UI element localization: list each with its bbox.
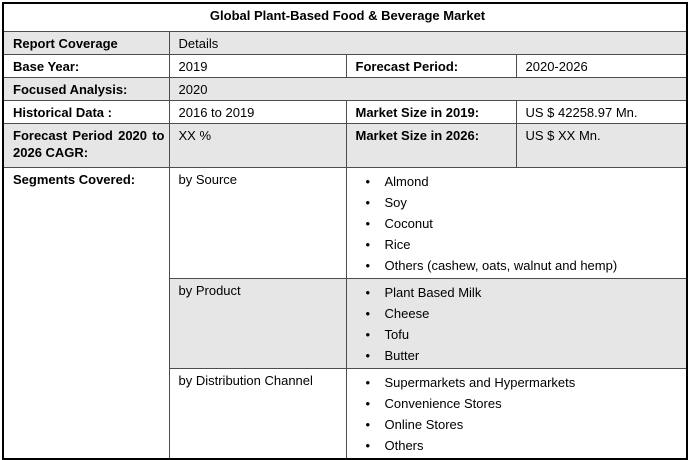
segment-items-by-product: • Plant Based Milk • Cheese • Tofu • Butter bbox=[345, 277, 688, 369]
list-item-label: Butter bbox=[384, 347, 420, 363]
value-forecast-cagr: XX % bbox=[168, 122, 347, 168]
list-item: • Butter bbox=[356, 345, 683, 366]
bullet-icon: • bbox=[365, 374, 371, 390]
label-historical-data: Historical Data : bbox=[2, 99, 170, 124]
page-title: Global Plant-Based Food & Beverage Marke… bbox=[2, 2, 688, 32]
list-item: • Soy bbox=[356, 192, 683, 213]
list-item-label: Others (cashew, oats, walnut and hemp) bbox=[384, 257, 618, 273]
segment-group-by-product: by Product bbox=[168, 277, 347, 369]
bullet-icon: • bbox=[365, 173, 371, 189]
segment-items-by-source: • Almond • Soy • Coconut • Rice • Others (cas… bbox=[345, 166, 688, 279]
bullet-icon: • bbox=[365, 326, 371, 342]
table-row: Focused Analysis: 2020 bbox=[2, 76, 688, 101]
list-item: • Plant Based Milk bbox=[356, 282, 683, 303]
table-row: Base Year: 2019 Forecast Period: 2020-20… bbox=[2, 53, 688, 78]
bullet-icon: • bbox=[365, 257, 371, 273]
bullet-icon: • bbox=[365, 347, 371, 363]
table-row: Historical Data : 2016 to 2019 Market Si… bbox=[2, 99, 688, 124]
table-row: Global Plant-Based Food & Beverage Marke… bbox=[2, 2, 688, 32]
list-item-label: Others bbox=[384, 437, 424, 453]
label-forecast-period: Forecast Period: bbox=[345, 53, 517, 78]
list-item-label: Supermarkets and Hypermarkets bbox=[384, 374, 576, 390]
bullet-list: • Almond • Soy • Coconut • Rice • Others (cas… bbox=[356, 171, 683, 276]
label-base-year: Base Year: bbox=[2, 53, 170, 78]
bullet-icon: • bbox=[365, 416, 371, 432]
list-item: • Others (cashew, oats, walnut and hemp) bbox=[356, 255, 683, 276]
bullet-list: • Supermarkets and Hypermarkets • Convenie… bbox=[356, 372, 683, 456]
table-row: Report Coverage Details bbox=[2, 30, 688, 55]
list-item-label: Cheese bbox=[384, 305, 430, 321]
segment-items-by-distribution-channel: • Supermarkets and Hypermarkets • Convenie… bbox=[345, 367, 688, 459]
value-historical-data: 2016 to 2019 bbox=[168, 99, 347, 124]
list-item: • Almond bbox=[356, 171, 683, 192]
value-base-year: 2019 bbox=[168, 53, 347, 78]
table-row: Segments Covered: by Source • Almond • Soy… bbox=[2, 166, 688, 459]
list-item: • Cheese bbox=[356, 303, 683, 324]
bullet-icon: • bbox=[365, 194, 371, 210]
label-focused-analysis: Focused Analysis: bbox=[2, 76, 170, 101]
bullet-icon: • bbox=[365, 305, 371, 321]
value-market-size-2026: US $ XX Mn. bbox=[515, 122, 688, 168]
bullet-icon: • bbox=[365, 437, 371, 453]
bullet-icon: • bbox=[365, 236, 371, 252]
label-segments-covered: Segments Covered: bbox=[2, 166, 170, 459]
list-item: • Tofu bbox=[356, 324, 683, 345]
table-row: by Product • Plant Based Milk • Cheese • To… bbox=[3, 277, 688, 369]
label-forecast-cagr: Forecast Period 2020 to 2026 CAGR: bbox=[2, 122, 170, 168]
list-item-label: Rice bbox=[384, 236, 411, 252]
table-row: Forecast Period 2020 to 2026 CAGR: XX % … bbox=[2, 122, 688, 168]
segment-group-by-source: by Source bbox=[168, 166, 347, 279]
bullet-icon: • bbox=[365, 395, 371, 411]
value-market-size-2019: US $ 42258.97 Mn. bbox=[515, 99, 688, 124]
segment-group-by-distribution-channel: by Distribution Channel bbox=[168, 367, 347, 459]
list-item: • Coconut bbox=[356, 213, 683, 234]
list-item-label: Convenience Stores bbox=[384, 395, 502, 411]
bullet-icon: • bbox=[365, 215, 371, 231]
value-forecast-period: 2020-2026 bbox=[515, 53, 688, 78]
label-report-coverage: Report Coverage bbox=[2, 30, 170, 55]
list-item: • Others bbox=[356, 435, 683, 456]
list-item-label: Plant Based Milk bbox=[384, 284, 482, 300]
bullet-icon: • bbox=[365, 284, 371, 300]
list-item-label: Almond bbox=[384, 173, 429, 189]
list-item: • Convenience Stores bbox=[356, 393, 683, 414]
label-market-size-2026: Market Size in 2026: bbox=[345, 122, 517, 168]
value-report-coverage: Details bbox=[168, 30, 688, 55]
label-market-size-2019: Market Size in 2019: bbox=[345, 99, 517, 124]
value-focused-analysis: 2020 bbox=[168, 76, 688, 101]
list-item-label: Coconut bbox=[384, 215, 433, 231]
list-item: • Online Stores bbox=[356, 414, 683, 435]
list-item-label: Tofu bbox=[384, 326, 410, 342]
bullet-list: • Plant Based Milk • Cheese • Tofu • Butter bbox=[356, 282, 683, 366]
list-item: • Rice bbox=[356, 234, 683, 255]
list-item-label: Soy bbox=[384, 194, 407, 210]
list-item: • Supermarkets and Hypermarkets bbox=[356, 372, 683, 393]
list-item-label: Online Stores bbox=[384, 416, 464, 432]
